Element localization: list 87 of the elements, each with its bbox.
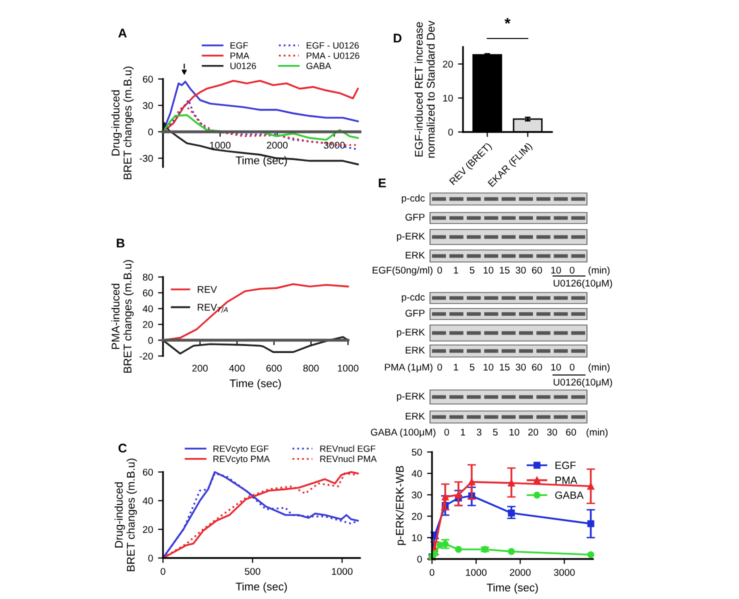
text: U0126(10μM)	[554, 378, 612, 388]
y-tick-label: 10	[412, 534, 422, 542]
y-tick-label: 60	[142, 76, 153, 83]
text: p-ERK	[396, 232, 425, 242]
text: E	[378, 178, 386, 188]
text: p-ERK	[396, 328, 425, 338]
text: (min)	[586, 428, 608, 438]
x-tick-label: 1000	[332, 568, 353, 575]
legend-label: REVnucl EGF	[320, 445, 376, 452]
x-tick-label: 1000	[466, 568, 487, 576]
chart-title: D	[394, 34, 402, 42]
x-axis-title: Time (sec)	[486, 583, 538, 594]
text: p-cdc	[402, 194, 425, 204]
y-tick-label: 40	[142, 497, 153, 504]
x-tick-label: 1000	[338, 364, 358, 372]
y-tick-label: 20	[142, 321, 153, 328]
x-axis-title: Time (sec)	[230, 379, 281, 390]
legend-label: REVcyto EGF	[213, 445, 269, 454]
text: p-cdc	[402, 293, 425, 303]
text: GABA (100μM)	[370, 428, 436, 438]
x-axis-title: Time (sec)	[236, 582, 287, 593]
text: U0126(10μM)	[554, 279, 612, 289]
x-tick-label: 600	[266, 364, 282, 372]
text: (min)	[588, 266, 610, 276]
x-tick-label: 0	[430, 568, 434, 576]
x-tick-label: 500	[244, 568, 260, 575]
x-tick-label: 3000	[554, 568, 575, 576]
y-axis-title: Drug-induced BRET changes (m.B.u)	[111, 66, 134, 180]
y-tick-label: 20	[142, 526, 153, 533]
x-tick-label: 2000	[510, 568, 531, 576]
text: PMA (1μM)	[384, 363, 432, 373]
legend-label: GABA	[555, 491, 584, 499]
y-tick-label: 20	[412, 512, 422, 520]
text: ERK	[406, 252, 425, 259]
text: 0 1 3 5 10 20 30 60	[444, 428, 576, 436]
y-tick-label: 0	[148, 128, 153, 136]
y-tick-label: 10	[443, 94, 453, 102]
y-tick-label: 40	[412, 470, 422, 478]
legend-label: REV	[198, 286, 217, 293]
legend-label: U0126	[230, 62, 256, 70]
legend-label: REV$_{T/A}$	[198, 304, 228, 313]
y-tick-label: 40	[142, 305, 153, 312]
chart-title: A	[118, 28, 127, 38]
legend-label: PMA	[556, 476, 578, 484]
legend-label: GABA	[306, 62, 332, 70]
y-tick-label: 0	[448, 128, 453, 136]
legend-label: EGF	[556, 462, 576, 470]
y-axis-title: PMA-induced BRET changes (m.B.u)	[111, 260, 134, 373]
x-tick-label: 2000	[266, 142, 288, 149]
y-tick-label: 30	[412, 492, 422, 498]
chart-title: B	[116, 238, 124, 248]
text: (min)	[588, 363, 610, 373]
y-tick-label: 60	[142, 290, 153, 296]
legend-label: EGF	[230, 42, 248, 49]
text: EGF(50ng/ml)	[372, 266, 432, 276]
text: GFP	[406, 214, 424, 221]
text: 0 1 5 10 15 30 60 10 0	[437, 364, 574, 371]
legend-label: PMA - U0126	[306, 52, 360, 59]
y-tick-label: 0	[148, 336, 153, 344]
text: GFP	[406, 310, 424, 317]
y-tick-label: 20	[442, 60, 453, 68]
text: ERK	[406, 412, 425, 420]
y-axis-title: p-ERK/ERK-WB	[396, 466, 406, 545]
y-tick-label: 0	[417, 556, 422, 563]
y-tick-label: -20	[140, 352, 153, 360]
x-tick-label: 200	[192, 364, 208, 372]
y-axis-title: EGF-induced RET increase normalized to Standard Dev	[414, 20, 435, 158]
chart-title: C	[118, 444, 127, 453]
x-tick-label: 800	[303, 364, 319, 372]
y-tick-label: 30	[142, 102, 153, 110]
y-axis-title: Drug-induced BRET changes (m.B.u)	[114, 458, 137, 572]
legend-label: EGF - U0126	[306, 42, 359, 49]
y-tick-label: 50	[412, 448, 422, 456]
text: ERK	[406, 346, 425, 354]
y-tick-label: -30	[140, 154, 153, 162]
x-tick-label: 1000	[210, 142, 231, 149]
legend-label: REVcyto PMA	[213, 456, 270, 464]
text: p-ERK	[396, 392, 425, 402]
y-tick-label: 60	[142, 468, 153, 476]
x-tick-label: 400	[229, 364, 245, 372]
legend-label: PMA	[230, 52, 250, 59]
text: 0 1 5 10 15 30 60 10 0	[437, 266, 574, 274]
legend-label: REVnucl PMA	[320, 455, 377, 462]
y-tick-label: 80	[142, 274, 153, 281]
text: *	[504, 18, 510, 24]
y-tick-label: 0	[148, 554, 153, 562]
x-tick-label: 0	[160, 568, 166, 575]
